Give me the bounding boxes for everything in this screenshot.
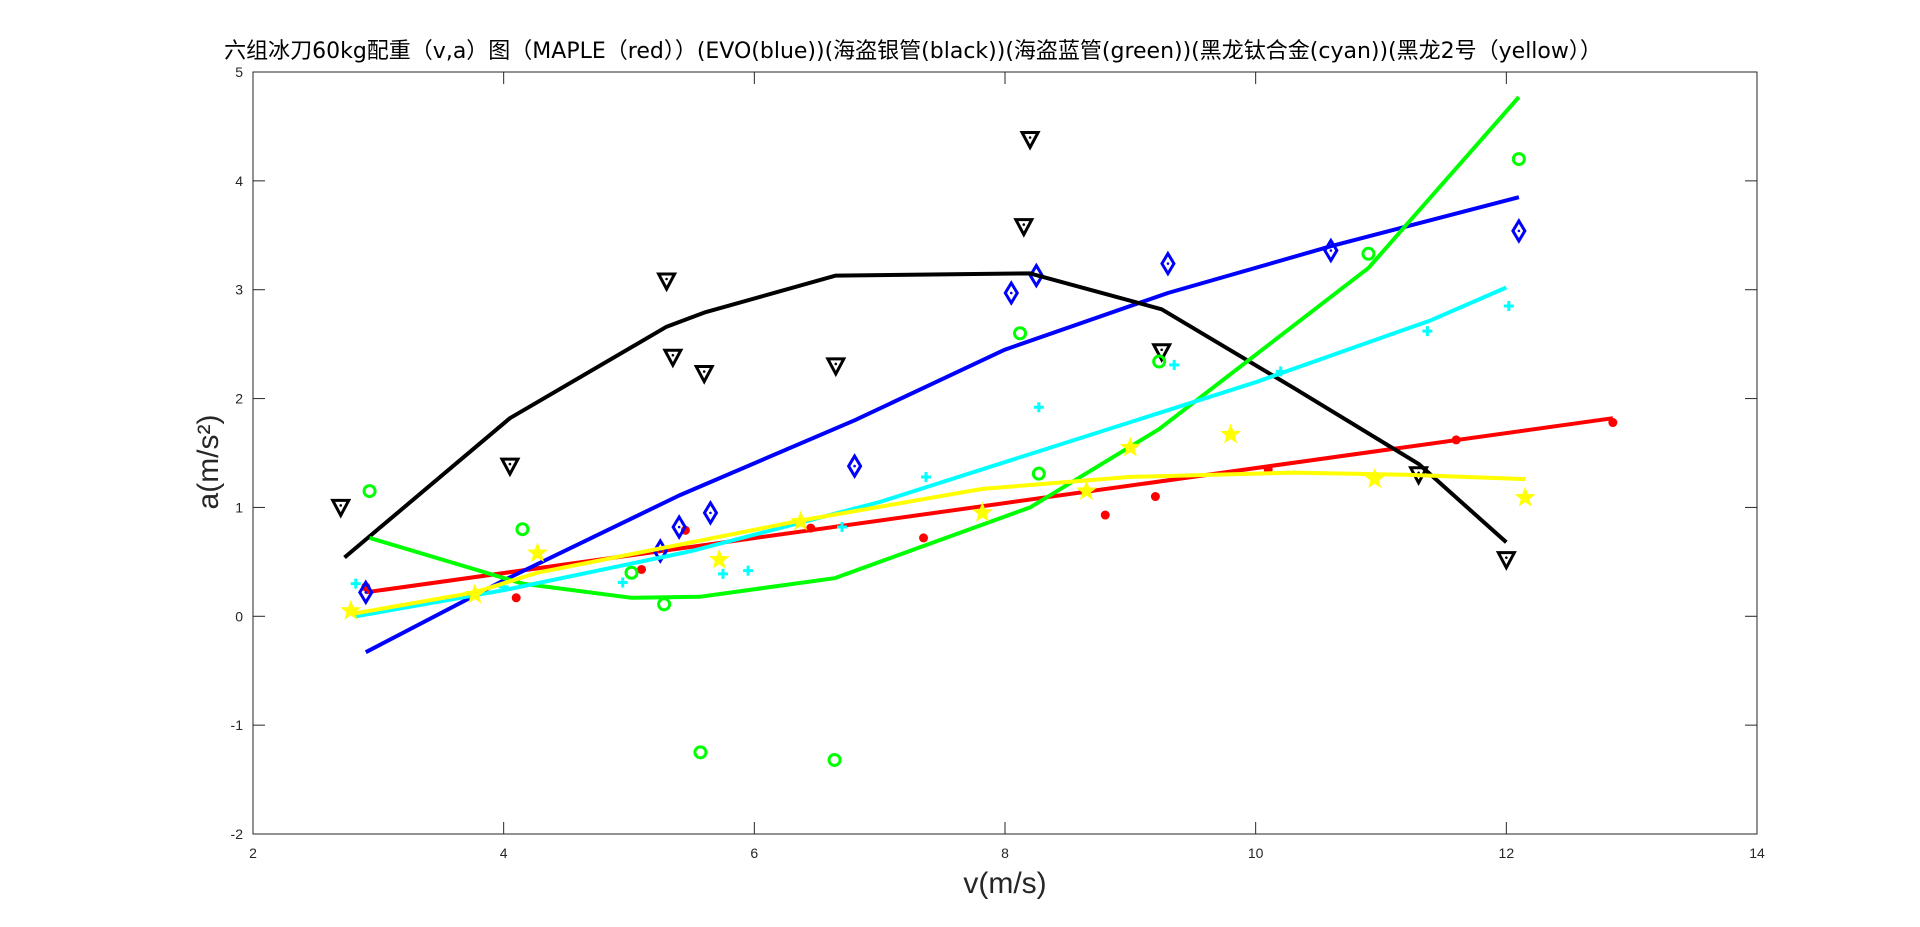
- plot-frame: [252, 71, 1758, 835]
- data-point: [743, 565, 754, 576]
- y-tick-label: 0: [235, 608, 243, 624]
- data-point: [702, 499, 719, 526]
- data-point: [671, 514, 687, 540]
- data-point: [1150, 492, 1160, 502]
- chart-title: 六组冰刀60kg配重（v,a）图（MAPLE（red））(EVO(blue))(…: [224, 39, 1602, 64]
- y-tick-label: 3: [235, 282, 243, 298]
- data-point: [1100, 510, 1110, 520]
- series-star: [340, 423, 1536, 620]
- data-point: [1422, 326, 1433, 337]
- x-axis-label: v(m/s): [963, 867, 1046, 900]
- data-point: [1152, 354, 1167, 369]
- data-point: [1364, 468, 1386, 488]
- y-tick-label: 1: [235, 499, 243, 515]
- data-point: [637, 564, 647, 574]
- x-tick-label: 4: [500, 845, 508, 861]
- plot-series: [330, 95, 1618, 767]
- y-axis-label: a(m/s²): [192, 415, 225, 510]
- fit-line: [343, 271, 1508, 560]
- y-tick-label: 4: [235, 173, 243, 189]
- data-point: [806, 523, 816, 533]
- data-point: [919, 533, 929, 543]
- data-point: [1511, 218, 1527, 244]
- series-triangle-down: [330, 130, 1517, 571]
- data-point: [617, 577, 628, 588]
- data-point: [1013, 218, 1035, 238]
- data-point: [1495, 551, 1517, 571]
- data-point: [1033, 402, 1044, 413]
- x-axis: 2 4 6 8 10 12 14: [249, 72, 1765, 861]
- data-point: [499, 457, 521, 478]
- series-circle: [362, 95, 1526, 767]
- data-point: [511, 593, 521, 603]
- data-point: [1076, 480, 1097, 500]
- data-point: [662, 348, 684, 369]
- x-tick-label: 12: [1499, 845, 1515, 861]
- x-tick-label: 8: [1001, 845, 1009, 861]
- data-point: [527, 542, 548, 562]
- data-point: [340, 599, 362, 620]
- data-point: [1169, 359, 1180, 370]
- fit-line: [355, 285, 1508, 619]
- data-point: [1151, 343, 1173, 363]
- data-point: [1275, 366, 1286, 377]
- data-point: [718, 568, 728, 579]
- fit-line: [369, 95, 1521, 600]
- data-point: [1514, 486, 1536, 507]
- data-point: [1511, 152, 1526, 167]
- data-point: [790, 510, 812, 531]
- y-axis: -2 -1 0 1 2 3 4 5: [231, 64, 1757, 842]
- data-point: [708, 548, 730, 569]
- data-point: [846, 453, 863, 479]
- data-point: [358, 579, 374, 606]
- data-point: [825, 357, 847, 378]
- data-point: [972, 501, 993, 522]
- data-point: [1003, 280, 1020, 306]
- data-point: [827, 752, 842, 767]
- x-tick-label: 2: [249, 845, 257, 861]
- data-point: [330, 498, 352, 519]
- data-point: [693, 365, 715, 385]
- data-point: [837, 522, 848, 533]
- data-point: [624, 565, 639, 580]
- data-point: [1361, 246, 1376, 261]
- data-point: [657, 597, 672, 612]
- data-point: [1451, 435, 1461, 445]
- data-point: [921, 471, 932, 482]
- data-point: [1031, 466, 1046, 481]
- y-tick-label: -1: [231, 717, 244, 733]
- data-point: [1119, 436, 1141, 457]
- data-point: [515, 522, 530, 537]
- data-point: [656, 272, 678, 293]
- y-tick-label: 5: [235, 64, 243, 80]
- data-point: [1019, 130, 1041, 151]
- data-point: [1160, 250, 1176, 277]
- series-plus: [350, 285, 1514, 619]
- fit-line: [364, 195, 1520, 654]
- data-point: [350, 578, 361, 589]
- series-point: [361, 416, 1618, 603]
- x-tick-label: 10: [1248, 845, 1264, 861]
- data-point: [1013, 326, 1028, 341]
- fit-line: [365, 416, 1614, 595]
- data-point: [1608, 418, 1618, 428]
- x-tick-label: 6: [750, 845, 758, 861]
- data-point: [464, 583, 486, 604]
- y-tick-label: 2: [235, 391, 243, 407]
- x-tick-label: 14: [1749, 845, 1765, 861]
- data-point: [362, 484, 377, 499]
- data-point: [1220, 423, 1242, 444]
- y-tick-label: -2: [231, 826, 244, 842]
- fit-line: [350, 470, 1526, 617]
- data-point: [1503, 301, 1514, 312]
- data-point: [1323, 237, 1339, 264]
- data-point: [693, 745, 708, 760]
